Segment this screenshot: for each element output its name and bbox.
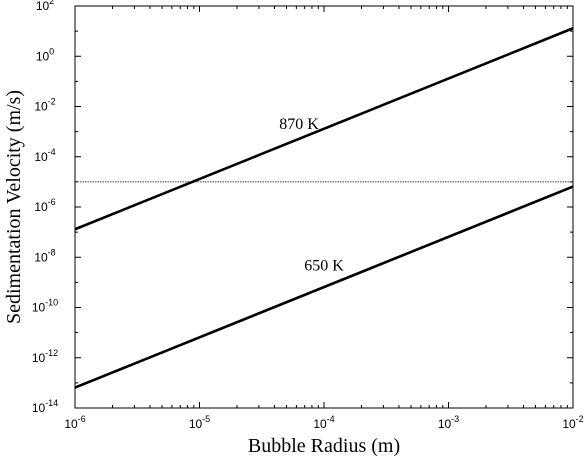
x-tick-label: 10-4 [313,414,334,431]
x-tick-label: 10-3 [438,414,459,431]
y-tick-label: 10-14 [32,398,58,415]
y-axis-title: Sedimentation Velocity (m/s) [3,90,25,324]
y-tick-label: 100 [36,46,54,63]
series-label: 870 K [279,116,319,133]
y-tick-label: 10-8 [34,247,55,264]
label-layer: 10-6 10-5 10-4 10-3 10-2 10-14 10-12 10-10 10-8 1… [32,0,584,431]
plot-frame [74,5,574,409]
y-tick-label: 10-10 [32,298,58,315]
y-tick-label: 10-12 [32,348,58,365]
series-layer [74,27,574,389]
series-line-0 [74,27,574,231]
x-tick-label: 10-5 [189,414,210,431]
y-tick-label: 102 [36,0,54,13]
tick-layer [74,5,573,409]
y-tick-label: 10-2 [34,97,55,114]
x-tick-label: 10-2 [562,414,583,431]
y-tick-label: 10-4 [34,147,55,164]
series-label: 650 K [304,257,344,274]
series-line-1 [74,185,574,389]
y-tick-label: 10-6 [34,197,55,214]
x-axis-title: Bubble Radius (m) [248,435,400,457]
x-tick-label: 10-6 [64,414,85,431]
